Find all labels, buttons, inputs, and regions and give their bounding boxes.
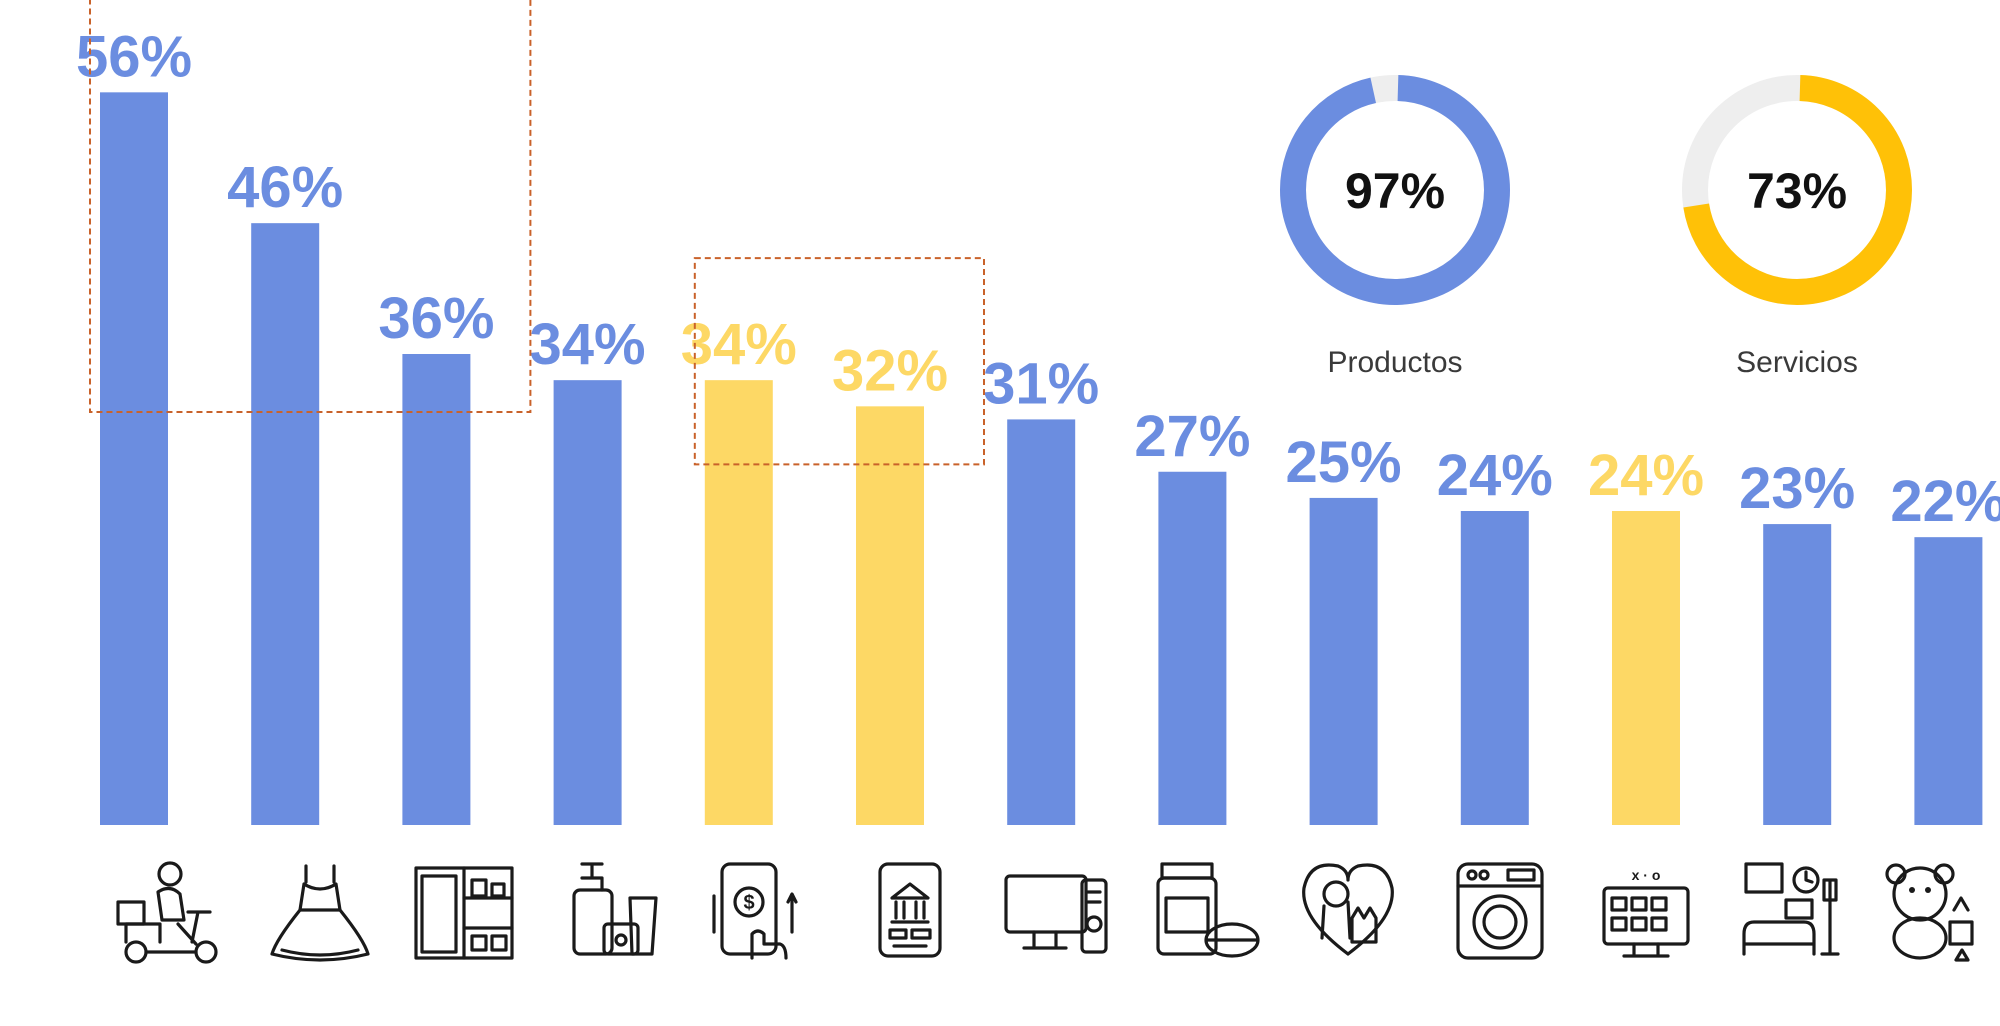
svg-text:x · o: x · o: [1632, 867, 1661, 883]
highlight-boxes-layer: [89, 0, 985, 466]
value-label-home-decor: 23%: [1739, 456, 1855, 521]
supplements-icon: [1156, 862, 1260, 958]
washing-machine-icon: [1456, 862, 1544, 960]
value-label-supplements: 27%: [1134, 404, 1250, 469]
value-label-washing-machine: 24%: [1437, 443, 1553, 508]
bars-layer: [100, 92, 1983, 826]
category-icons: $: [116, 861, 1974, 964]
bar-tv-electronics: [1007, 419, 1076, 825]
svg-text:$: $: [743, 892, 754, 914]
mobile-banking-icon: [878, 862, 942, 958]
streaming-service-icon: x · o: [1602, 867, 1690, 958]
cabinet-icon: [414, 866, 514, 960]
delivery-scooter-icon: [116, 861, 218, 964]
bar-delivery-scooter: [100, 92, 168, 826]
donut-servicios-caption: Servicios: [1736, 346, 1858, 379]
donut-productos: 97% Productos: [1280, 75, 1510, 379]
toys-icon: [1885, 863, 1974, 962]
value-label-pets: 25%: [1286, 430, 1402, 495]
value-label-mobile-payment: 34%: [681, 312, 797, 377]
highlight-box-1: [89, 0, 532, 413]
value-label-tv-electronics: 31%: [983, 351, 1099, 416]
value-label-furniture-cabinet: 36%: [378, 286, 494, 351]
value-label-dress: 46%: [227, 155, 343, 220]
bar-pets: [1309, 497, 1378, 825]
value-label-toys: 22%: [1890, 469, 2000, 534]
bar-furniture-cabinet: [402, 354, 471, 825]
donut-servicios-arc: [1682, 75, 1912, 305]
home-decor-icon: [1742, 862, 1840, 956]
bar-mobile-banking: [856, 406, 924, 825]
bar-washing-machine: [1460, 511, 1529, 825]
value-labels-layer: 56% 46% 36% 34% 34% 32% 31% 27% 25% 24% 24% 23% 22%: [76, 24, 2000, 534]
value-label-delivery-scooter: 56%: [76, 24, 192, 89]
donut-productos-caption: Productos: [1327, 346, 1462, 379]
donut-servicios: 73% Servicios: [1682, 75, 1912, 379]
bar-cosmetics: [553, 380, 622, 825]
bar-supplements: [1158, 471, 1227, 825]
value-label-mobile-banking: 32%: [832, 338, 948, 403]
cosmetics-icon: [572, 862, 658, 956]
value-label-streaming-service: 24%: [1588, 443, 1704, 508]
donut-servicios-value: 73%: [1747, 163, 1847, 219]
bar-home-decor: [1763, 524, 1832, 825]
bar-toys: [1914, 537, 1983, 825]
bar-dress: [251, 223, 320, 825]
bar-mobile-payment: [704, 380, 773, 825]
tv-electronics-icon: [1004, 874, 1108, 954]
bar-streaming-service: [1612, 511, 1680, 825]
value-label-cosmetics: 34%: [530, 312, 646, 377]
pets-icon: [1302, 863, 1394, 956]
donut-productos-value: 97%: [1345, 163, 1445, 219]
highlight-box-2: [693, 257, 985, 466]
mobile-payment-icon: $: [712, 862, 798, 960]
donut-productos-arc: [1280, 75, 1510, 305]
dress-icon: [270, 864, 370, 962]
